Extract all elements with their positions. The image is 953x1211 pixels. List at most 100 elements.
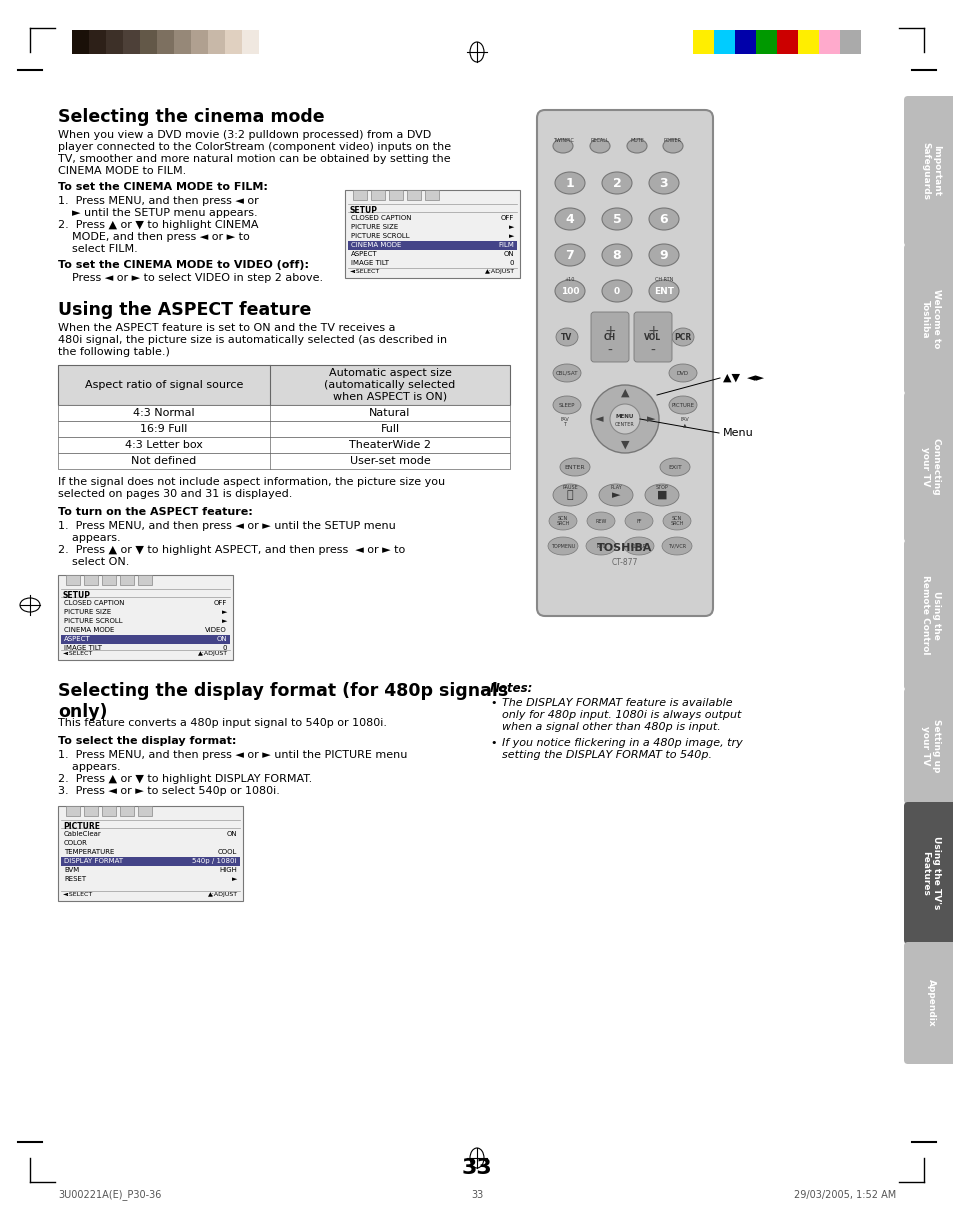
Text: ►: ► [232,876,236,882]
Ellipse shape [553,396,580,414]
Text: Aspect ratio of signal source: Aspect ratio of signal source [85,380,243,390]
Text: 4:3 Letter box: 4:3 Letter box [125,440,203,450]
Text: 7: 7 [565,248,574,262]
Ellipse shape [585,536,616,555]
Text: PAUSE: PAUSE [561,484,578,490]
Bar [208,30,225,54]
Bar [61,857,240,866]
Ellipse shape [601,208,631,230]
Text: CBL/SAT: CBL/SAT [556,371,578,375]
Text: ▼: ▼ [620,440,629,450]
Text: Menu: Menu [722,427,753,438]
Text: +10: +10 [564,277,575,282]
FancyBboxPatch shape [903,688,953,804]
Text: ▲:ADJUST: ▲:ADJUST [208,893,237,897]
Text: 2.  Press ▲ or ▼ to highlight CINEMA: 2. Press ▲ or ▼ to highlight CINEMA [58,220,258,230]
Text: When the ASPECT feature is set to ON and the TV receives a: When the ASPECT feature is set to ON and… [58,323,395,333]
Ellipse shape [659,458,689,476]
Text: ASPECT: ASPECT [351,251,377,257]
Text: Appendix: Appendix [925,980,935,1027]
Bar [407,190,420,200]
Ellipse shape [648,243,679,266]
Text: TEMPERATURE: TEMPERATURE [64,849,114,855]
Ellipse shape [668,396,697,414]
Text: MODE, and then press ◄ or ► to: MODE, and then press ◄ or ► to [58,233,250,242]
Text: CINEMA MODE to FILM.: CINEMA MODE to FILM. [58,166,186,176]
Text: the following table.): the following table.) [58,348,170,357]
Ellipse shape [624,512,652,530]
Text: This feature converts a 480p input signal to 540p or 1080i.: This feature converts a 480p input signa… [58,718,387,728]
FancyBboxPatch shape [903,942,953,1064]
Ellipse shape [661,536,691,555]
Text: 6: 6 [659,212,668,225]
Text: •: • [490,698,496,708]
Text: OFF: OFF [213,599,227,606]
Text: Selecting the cinema mode: Selecting the cinema mode [58,108,324,126]
Text: +: + [646,325,659,338]
Bar [58,404,510,421]
Text: Important
Safeguards: Important Safeguards [921,142,940,200]
Bar [371,190,385,200]
Text: ►: ► [221,609,227,615]
Text: When you view a DVD movie (3:2 pulldown processed) from a DVD: When you view a DVD movie (3:2 pulldown … [58,130,431,140]
Text: POWER: POWER [663,138,681,143]
Text: OFF: OFF [500,216,514,220]
Ellipse shape [598,484,633,506]
Text: PCR: PCR [674,333,691,342]
FancyBboxPatch shape [903,96,953,246]
Bar [242,30,258,54]
Ellipse shape [644,484,679,506]
Text: Natural: Natural [369,408,410,418]
Text: CT-877: CT-877 [611,557,638,567]
Text: 29/03/2005, 1:52 AM: 29/03/2005, 1:52 AM [793,1190,895,1200]
Text: TOSHIBA: TOSHIBA [597,543,652,553]
Text: ENT: ENT [654,287,673,295]
Text: To turn on the ASPECT feature:: To turn on the ASPECT feature: [58,507,253,517]
Text: ◄: ◄ [594,414,602,424]
Text: Setting up
your TV: Setting up your TV [921,719,940,773]
Text: To select the display format:: To select the display format: [58,736,236,746]
Bar [123,30,140,54]
Bar [58,365,510,404]
Text: SETUP: SETUP [63,591,91,599]
Text: 540p / 1080i: 540p / 1080i [193,859,236,863]
Bar [102,575,116,585]
Text: ON: ON [503,251,514,257]
Text: PICTURE SCROLL: PICTURE SCROLL [64,618,123,624]
Text: FAV
T: FAV T [560,417,569,427]
Text: DVD: DVD [677,371,688,375]
Text: BVM: BVM [64,867,79,873]
Bar [776,30,797,54]
Text: FILM: FILM [497,242,514,248]
Text: 2.  Press ▲ or ▼ to highlight DISPLAY FORMAT.: 2. Press ▲ or ▼ to highlight DISPLAY FOR… [58,774,312,784]
Ellipse shape [589,139,609,153]
Ellipse shape [555,172,584,194]
Ellipse shape [555,208,584,230]
Bar [734,30,755,54]
Text: Using the ASPECT feature: Using the ASPECT feature [58,302,311,318]
Text: RESET: RESET [64,876,86,882]
Ellipse shape [671,328,693,346]
Bar [66,807,80,816]
Text: 4: 4 [565,212,574,225]
Bar [345,190,519,279]
Text: ▲: ▲ [620,388,629,398]
Ellipse shape [662,139,682,153]
Text: CLOSED CAPTION: CLOSED CAPTION [351,216,411,220]
Text: Press ◄ or ► to select VIDEO in step 2 above.: Press ◄ or ► to select VIDEO in step 2 a… [58,272,323,283]
Text: 3.  Press ◄ or ► to select 540p or 1080i.: 3. Press ◄ or ► to select 540p or 1080i. [58,786,279,796]
Text: FF: FF [636,518,641,523]
Text: User-set mode: User-set mode [349,457,430,466]
Text: player connected to the ColorStream (component video) inputs on the: player connected to the ColorStream (com… [58,142,451,153]
Text: TV/VCR: TV/VCR [667,544,685,549]
Text: 2: 2 [612,177,620,189]
Text: +: + [603,325,616,338]
Bar [840,30,861,54]
Text: STOP: STOP [655,484,668,490]
Text: PLAY: PLAY [610,484,621,490]
Text: appears.: appears. [58,762,120,771]
Text: If you notice flickering in a 480p image, try: If you notice flickering in a 480p image… [501,737,742,748]
Text: SETUP: SETUP [350,206,377,216]
Bar [191,30,208,54]
Text: 5: 5 [612,212,620,225]
